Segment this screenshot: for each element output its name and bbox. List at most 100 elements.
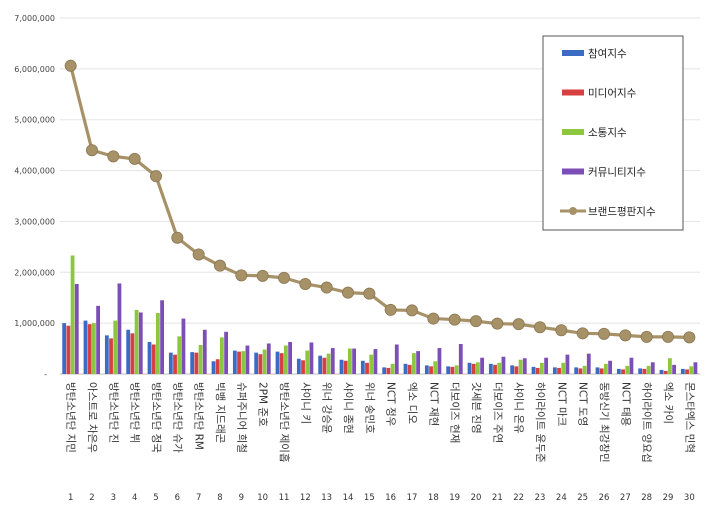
bar-4 (245, 345, 250, 374)
line-series (64, 59, 696, 344)
bar-2 (258, 354, 263, 374)
category-label: 몬스타엑스 민혁 (683, 382, 695, 453)
bar-1 (360, 360, 365, 374)
line-point (598, 327, 611, 340)
legend-swatch-marker (569, 207, 577, 215)
bar-4 (608, 360, 612, 374)
bar-4 (74, 283, 79, 374)
bar-3 (390, 363, 395, 374)
line-point (363, 287, 376, 300)
bar-2 (87, 324, 92, 374)
line-point (341, 286, 354, 299)
rank-label: 14 (343, 493, 354, 503)
rank-label: 15 (364, 493, 375, 503)
category-label: 방탄소년단 뷔 (129, 382, 141, 443)
bar-3 (625, 365, 630, 374)
rank-label: 3 (111, 493, 116, 503)
bar-3 (689, 366, 694, 374)
bar-2 (386, 367, 391, 374)
rank-label: 19 (449, 493, 460, 503)
bar-3 (305, 350, 310, 374)
bar-2 (407, 364, 412, 374)
bar-3 (476, 362, 480, 374)
line-point (171, 231, 184, 244)
bar-1 (168, 352, 173, 374)
rank-label: 10 (257, 493, 268, 503)
bar-2 (642, 368, 647, 374)
category-label: 슈퍼주니어 희철 (235, 382, 247, 453)
bar-1 (296, 358, 301, 374)
line-point (384, 303, 397, 316)
legend-label: 참여지수 (588, 48, 627, 60)
bar-1 (488, 363, 493, 374)
bar-2 (471, 363, 476, 374)
bar-3 (540, 362, 544, 374)
rank-label: 6 (175, 493, 180, 503)
y-tick-label: 3,000,000 (14, 217, 55, 226)
bar-2 (322, 357, 327, 374)
bar-1 (190, 352, 195, 374)
line-point (64, 59, 77, 72)
bar-1 (424, 365, 429, 374)
bar-1 (232, 350, 237, 374)
bar-3 (433, 361, 438, 374)
rank-label: 18 (428, 493, 439, 503)
category-label: 위너 강승윤 (321, 382, 334, 434)
line-point (662, 330, 675, 343)
bar-3 (177, 336, 182, 374)
line-point (235, 269, 248, 282)
category-label: 하이라이트 윤두준 (534, 382, 547, 463)
category-label: 하이라이트 양요섭 (641, 382, 654, 463)
bar-3 (604, 363, 608, 374)
rank-label: 4 (132, 493, 137, 503)
bar-4 (309, 342, 314, 374)
category-label: 빅뱅 지드래곤 (214, 382, 226, 444)
bar-1 (531, 366, 536, 374)
bar-1 (318, 355, 323, 374)
bar-series (62, 255, 698, 374)
bar-2 (450, 366, 455, 374)
bar-3 (284, 345, 288, 374)
bar-1 (211, 361, 216, 374)
category-label: NCT 도영 (577, 382, 589, 426)
bar-2 (535, 367, 540, 374)
bar-4 (693, 362, 698, 374)
y-tick-label: 4,000,000 (14, 167, 55, 176)
bar-3 (241, 351, 246, 374)
bar-1 (382, 367, 387, 374)
bar-1 (62, 323, 67, 374)
bar-2 (493, 364, 497, 374)
category-label: 갓세븐 진영 (470, 382, 482, 434)
bar-1 (616, 368, 621, 374)
bar-4 (373, 349, 378, 374)
bar-3 (198, 345, 203, 374)
bar-4 (629, 357, 634, 374)
bar-2 (429, 366, 433, 374)
bar-4 (672, 364, 676, 374)
bar-2 (365, 362, 369, 374)
bar-4 (458, 343, 463, 374)
bar-2 (621, 369, 625, 374)
bar-2 (557, 367, 561, 374)
line-point (619, 329, 632, 342)
bar-1 (126, 329, 131, 374)
rank-label: 29 (663, 493, 674, 503)
legend-label: 소통지수 (588, 127, 627, 139)
bar-3 (92, 323, 96, 374)
bar-2 (194, 352, 199, 374)
bar-3 (220, 337, 224, 374)
rank-label: 30 (684, 493, 695, 503)
bar-2 (599, 368, 604, 374)
line-point (405, 304, 418, 317)
category-label: 샤이니 종현 (342, 382, 354, 434)
bar-3 (156, 312, 160, 374)
y-tick-label: 1,000,000 (14, 319, 55, 328)
rank-label: 25 (577, 493, 588, 503)
bar-3 (582, 365, 587, 374)
bar-1 (254, 352, 259, 374)
line-point (683, 331, 696, 344)
rank-label: 13 (321, 493, 332, 503)
bar-4 (352, 348, 356, 374)
bar-1 (680, 368, 685, 374)
